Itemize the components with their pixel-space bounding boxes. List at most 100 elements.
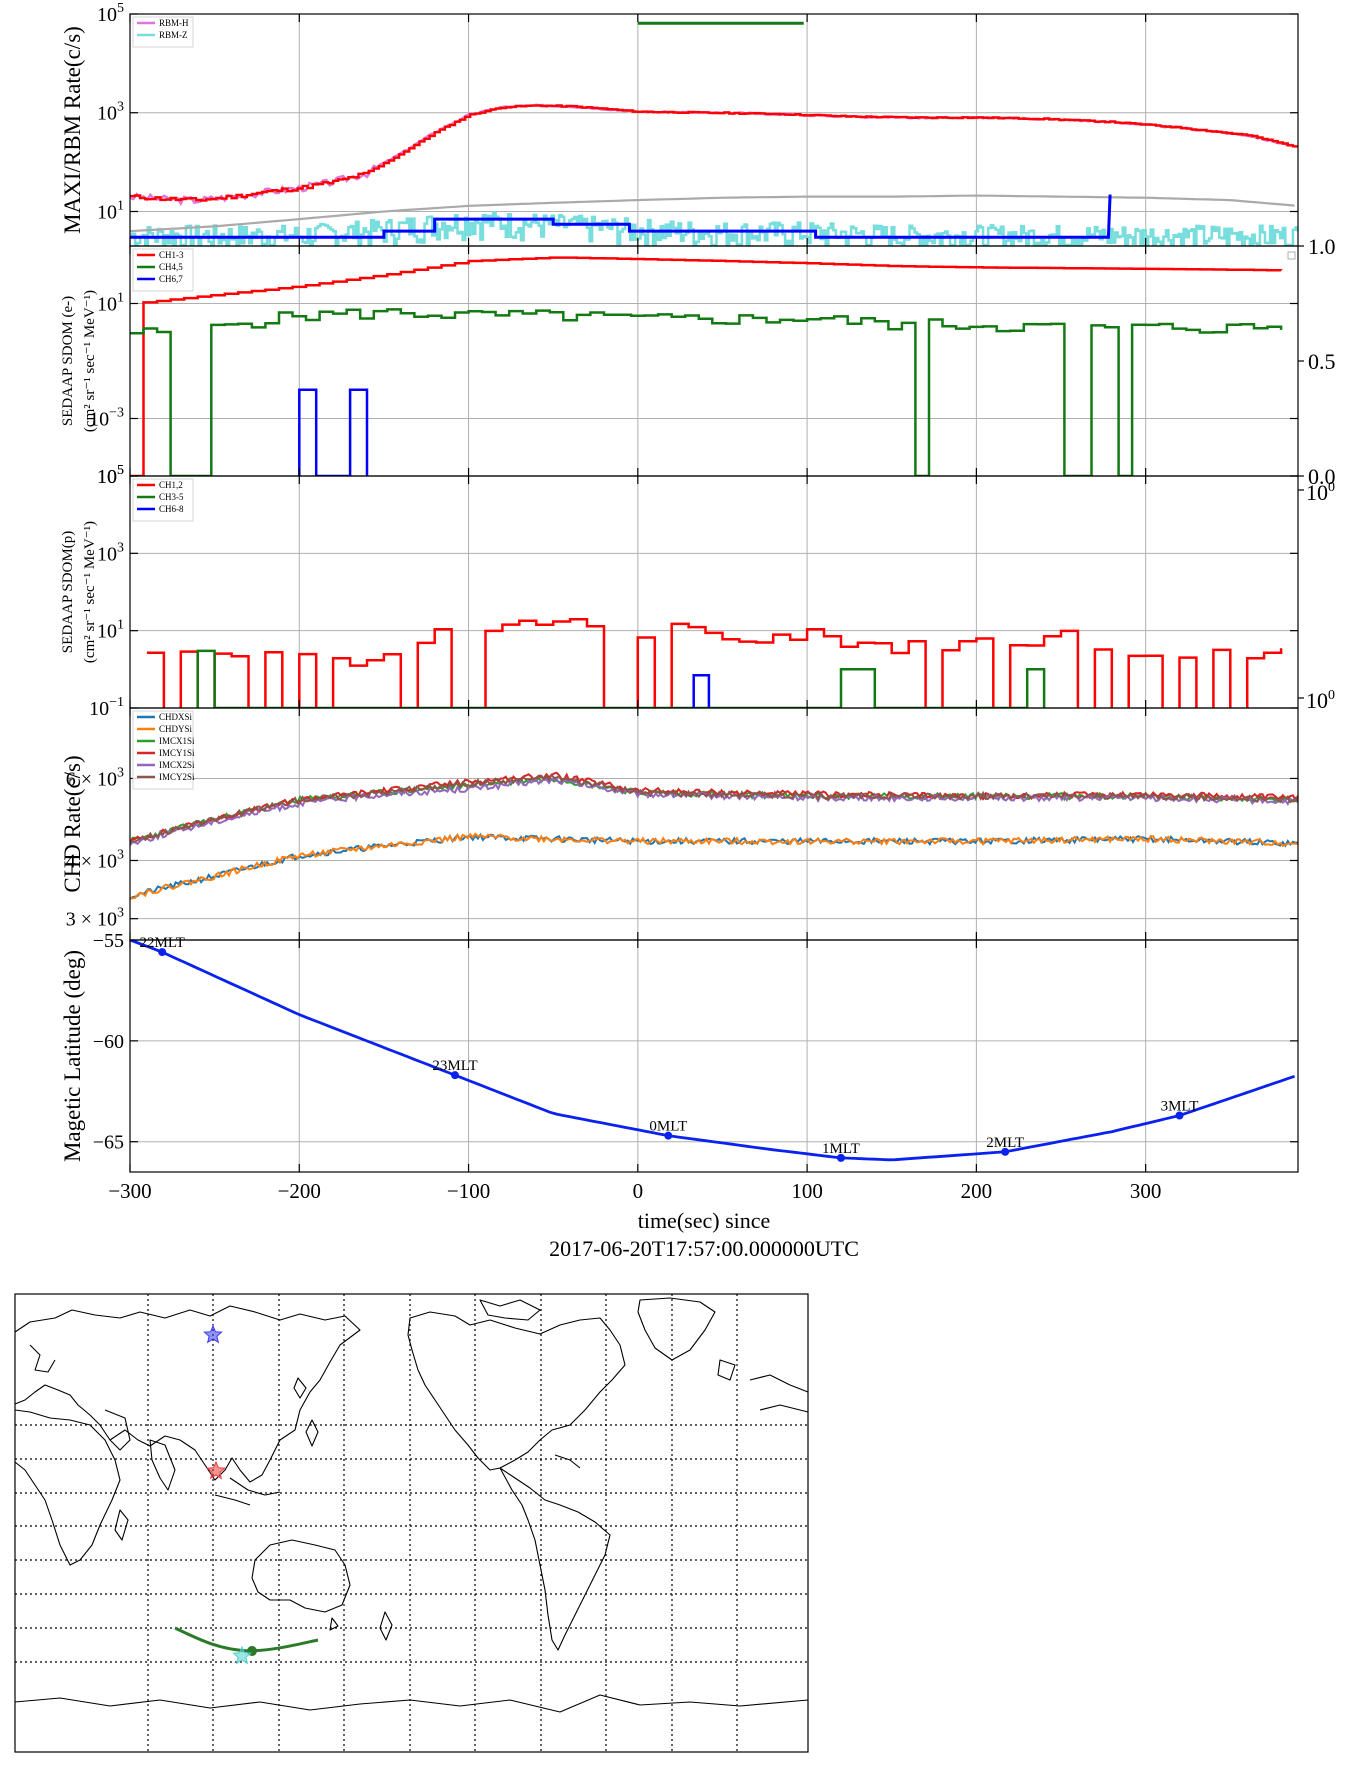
chd-imcy1si-line xyxy=(130,771,1298,844)
y-axis-label: (cm² sr⁻¹ sec⁻¹ MeV⁻¹) xyxy=(82,521,98,663)
mlat-line xyxy=(130,940,1296,1162)
star-marker-cyan xyxy=(232,1645,252,1665)
chd-chdysi-line xyxy=(130,832,1298,900)
maxi-series xyxy=(130,103,1298,246)
panel-frame xyxy=(129,939,1299,1173)
ch3-5-line xyxy=(196,649,1046,708)
mlt-marker xyxy=(158,948,167,957)
map-graticule xyxy=(15,1294,808,1752)
right-tick-label: 0.5 xyxy=(1308,349,1336,374)
y-tick-label: 10−1 xyxy=(89,695,124,720)
mlt-label: 23MLT xyxy=(432,1058,477,1074)
y-tick-label: 105 xyxy=(97,463,124,488)
star-marker-red xyxy=(206,1460,226,1480)
legend-entry: CH6,7 xyxy=(159,274,183,284)
y-tick-label: 6 × 103 xyxy=(66,765,124,790)
right-tick-label: 0.0 xyxy=(1308,464,1336,489)
y-axis-label: CHD Rate(c/s) xyxy=(60,755,85,892)
panel-sedaap_p xyxy=(130,475,1298,709)
mlt-label: 1MLT xyxy=(822,1141,860,1157)
panel-frame xyxy=(129,707,1299,941)
mlt-label: 22MLT xyxy=(140,935,185,951)
y-tick-label: 4 × 103 xyxy=(66,847,124,872)
mlt-label: 3MLT xyxy=(1161,1099,1199,1115)
panel-sedaap_e xyxy=(130,246,1298,477)
y-axis-label: (cm² sr⁻¹ sec⁻¹ MeV⁻¹) xyxy=(82,290,98,432)
x-tick-label: −200 xyxy=(278,1179,321,1203)
legend-entry: IMCX2Si xyxy=(159,760,195,770)
panel-mlat xyxy=(130,939,1298,1172)
legend-entry: RBM-H xyxy=(159,18,189,28)
x-tick-label: −300 xyxy=(108,1179,151,1203)
legend-entry: CH6-8 xyxy=(159,504,184,514)
y-tick-label: −55 xyxy=(93,930,124,952)
legend-entry: CHDYSi xyxy=(159,724,193,734)
rbm-blue-step xyxy=(130,194,1112,239)
chd-imcx1si-line xyxy=(130,776,1298,844)
y-tick-label: −65 xyxy=(93,1132,124,1154)
right-tick-label: 100 xyxy=(1306,480,1335,505)
legend-entry: CH3-5 xyxy=(159,492,184,502)
y-tick-label: 3 × 103 xyxy=(66,906,124,931)
right-tick-label: 1.0 xyxy=(1308,234,1336,259)
x-tick-label: 100 xyxy=(791,1179,823,1203)
mlt-label: 0MLT xyxy=(649,1119,687,1135)
y-axis-label: SEDAAP SDOM (e-) xyxy=(60,296,76,426)
x-axis-date-label: 2017-06-20T17:57:00.000000UTC xyxy=(549,1236,859,1261)
chd-imcy2si-line xyxy=(130,772,1298,844)
mlt-marker xyxy=(836,1153,845,1162)
y-axis-label: Magetic Latitude (deg) xyxy=(60,950,85,1162)
y-tick-label: 103 xyxy=(97,540,124,565)
legend-entry: CHDXSi xyxy=(159,712,193,722)
coastlines xyxy=(14,1297,809,1713)
y-tick-label: 103 xyxy=(97,100,124,125)
panel-frame xyxy=(129,245,1299,477)
y-tick-label: 101 xyxy=(97,618,124,643)
chd-series xyxy=(130,771,1298,900)
rbm-h-line xyxy=(130,103,1298,206)
mlt-label: 2MLT xyxy=(986,1135,1024,1151)
y-axis-label: MAXI/RBM Rate(c/s) xyxy=(60,26,85,234)
y-tick-label: 101 xyxy=(97,291,124,316)
y-tick-label: 105 xyxy=(97,1,124,26)
y-tick-label: 101 xyxy=(97,198,124,223)
ch1-2-line xyxy=(146,618,1283,708)
mlt-marker xyxy=(451,1071,460,1080)
map-frame xyxy=(14,1293,809,1753)
mlt-marker xyxy=(1001,1147,1010,1156)
ch6-8-line xyxy=(692,674,711,708)
x-tick-label: 0 xyxy=(633,1179,644,1203)
legend-placeholder xyxy=(1287,251,1296,260)
ch1-3-line xyxy=(130,256,1283,476)
sedaap-p-series xyxy=(146,618,1283,708)
panel-maxi xyxy=(130,13,1298,246)
right-tick-label: 100 xyxy=(1306,688,1335,713)
y-tick-label: 105 xyxy=(97,463,124,488)
panel-frame xyxy=(129,475,1299,709)
legend-entry: CH1,2 xyxy=(159,480,183,490)
mlt-marker xyxy=(1175,1111,1184,1120)
y-axis-label: SEDAAP SDOM(p) xyxy=(60,531,76,653)
legend-entry: CH4,5 xyxy=(159,262,183,272)
mlt-marker xyxy=(664,1131,673,1140)
legend-entry: IMCY2Si xyxy=(159,772,195,782)
legend-entry: RBM-Z xyxy=(159,30,188,40)
x-tick-label: 200 xyxy=(961,1179,993,1203)
ch4-5-line xyxy=(130,308,1283,476)
world-map xyxy=(14,1293,809,1753)
chd-imcx2si-line xyxy=(130,778,1298,846)
y-tick-label: −60 xyxy=(93,1031,124,1053)
star-markers xyxy=(203,1324,252,1665)
rbm-z-line xyxy=(130,211,1298,246)
x-axis-label: time(sec) since xyxy=(638,1208,771,1233)
x-tick-label: −100 xyxy=(447,1179,490,1203)
y-tick-label: 10−3 xyxy=(89,406,124,431)
legend-entry: IMCX1Si xyxy=(159,736,195,746)
legend-entry: CH1-3 xyxy=(159,250,184,260)
rbm-red-line xyxy=(130,104,1298,202)
panel-chd xyxy=(130,708,1298,940)
legend-entry: IMCY1Si xyxy=(159,748,195,758)
ch6-7-line xyxy=(298,388,369,476)
sedaap-e-series xyxy=(130,256,1283,476)
